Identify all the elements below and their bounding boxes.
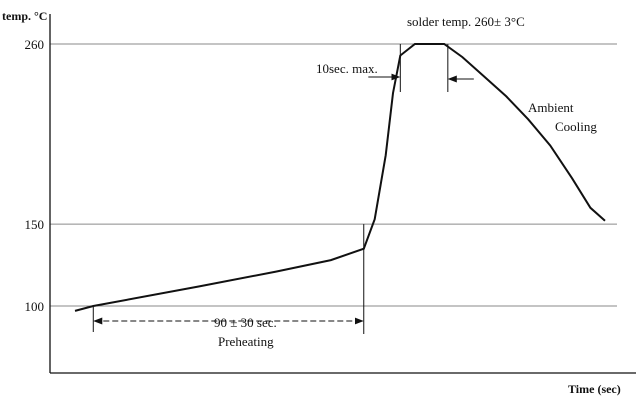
annotation-arrows	[93, 73, 474, 325]
y-tick-labels: 100 150 260	[25, 37, 45, 314]
ambient-annotation: Ambient	[528, 100, 574, 115]
solder-temp-annotation: solder temp. 260± 3°C	[407, 14, 525, 29]
y-axis-label: temp. °C	[2, 9, 47, 23]
cooling-annotation: Cooling	[555, 119, 597, 134]
preheat-value-annotation: 90 ± 30 sec.	[214, 315, 277, 330]
x-axis-label: Time (sec)	[568, 382, 621, 396]
y-tick-label-150: 150	[25, 217, 45, 232]
gridlines	[50, 43, 617, 307]
series-line	[74, 43, 606, 312]
preheating-annotation: Preheating	[218, 334, 274, 349]
ten-sec-max-annotation: 10sec. max.	[316, 61, 378, 76]
y-tick-label-100: 100	[25, 299, 45, 314]
y-tick-label-260: 260	[25, 37, 45, 52]
